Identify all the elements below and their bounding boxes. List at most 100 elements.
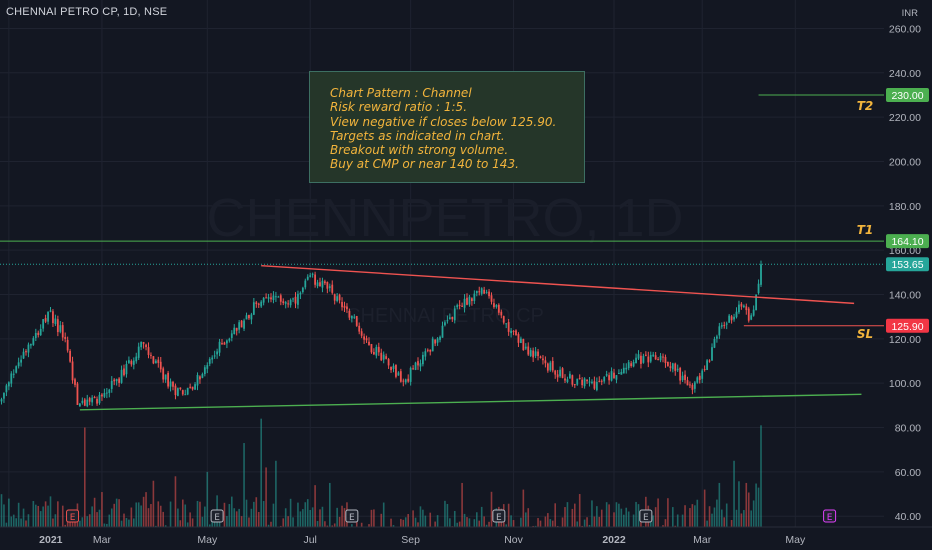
candle-body <box>693 382 696 389</box>
candle-body <box>591 381 593 384</box>
earnings-marker[interactable] <box>492 509 506 523</box>
time-axis[interactable]: 2021 Mar May Jul Sep Nov 2022 Mar May <box>0 526 932 550</box>
volume-bar <box>757 487 760 527</box>
volume-bar <box>311 507 314 527</box>
candlesticks <box>0 260 762 408</box>
analysis-note[interactable]: Chart Pattern : Channel Risk reward rati… <box>309 71 585 183</box>
candle-body <box>275 296 277 298</box>
volume-bar <box>713 507 716 527</box>
candle-body <box>341 301 343 308</box>
note-line: Chart Pattern : Channel <box>330 86 472 100</box>
volume-bar <box>260 418 262 527</box>
candle-body <box>461 305 463 307</box>
candle-body <box>20 359 22 363</box>
price-axis[interactable]: 40.0060.0080.00100.00120.00140.00160.001… <box>884 0 932 550</box>
candle-body <box>691 384 694 390</box>
earnings-marker[interactable] <box>823 509 837 523</box>
volume-bar <box>436 515 439 527</box>
volume-bar <box>32 501 35 527</box>
volume-bar <box>561 517 564 527</box>
price-label-box[interactable] <box>886 257 929 272</box>
candle-body <box>140 341 143 348</box>
volume-bar <box>64 524 66 527</box>
candle-body <box>600 380 603 382</box>
candle-body <box>446 320 449 322</box>
candle-body <box>83 399 86 406</box>
volume-bar <box>265 467 267 527</box>
volume-bar <box>373 509 375 527</box>
price-label-box[interactable] <box>886 234 929 249</box>
volume-bar <box>581 525 583 527</box>
candle-body <box>529 350 532 356</box>
candle-body <box>502 316 505 323</box>
trendline-resistance[interactable] <box>261 264 855 305</box>
candle-body <box>5 385 8 393</box>
candle-body <box>745 306 748 311</box>
volume-bar <box>47 505 49 527</box>
candle-body <box>485 292 488 294</box>
volume-bar <box>110 508 113 527</box>
volume-bar <box>390 518 392 527</box>
candle-body <box>272 295 275 300</box>
note-line: Targets as indicated in chart. <box>330 128 505 143</box>
trendlines[interactable] <box>79 264 862 411</box>
price-label-box[interactable] <box>886 87 929 102</box>
candle-body <box>674 363 677 371</box>
time-tick-label: Mar <box>93 534 112 546</box>
volume-bar <box>583 519 586 527</box>
candle-body <box>573 384 576 386</box>
volume-bar <box>456 522 458 527</box>
candle-body <box>522 338 525 351</box>
horizontal-levels[interactable]: T2 T1 SL <box>0 94 884 341</box>
candle-body <box>203 367 206 375</box>
candle-body <box>238 322 241 330</box>
candle-body <box>257 303 260 305</box>
candle-body <box>135 356 138 362</box>
candle-body <box>407 378 410 382</box>
candle-body <box>93 397 96 399</box>
volume-bar <box>20 518 22 527</box>
volume-bar <box>333 523 336 527</box>
candle-body <box>426 349 429 351</box>
price-tick-label: 40.00 <box>895 511 921 523</box>
volume-bar <box>284 508 287 527</box>
volume-bar <box>108 514 111 527</box>
volume-bar <box>380 513 383 527</box>
volume-bar <box>189 512 191 527</box>
candle-body <box>208 358 211 364</box>
candle-body <box>319 282 321 287</box>
volume-bar <box>243 443 245 527</box>
earnings-marker[interactable] <box>66 509 80 523</box>
earnings-marker[interactable] <box>345 509 359 523</box>
candle-body <box>659 355 662 361</box>
candle-body <box>30 344 32 346</box>
volume-bar <box>150 504 152 527</box>
earnings-marker[interactable] <box>210 509 224 523</box>
volume-bar <box>96 512 98 527</box>
price-tick-label: 200.00 <box>889 156 921 168</box>
volume-bar <box>480 506 483 527</box>
candle-body <box>534 351 537 356</box>
candle-body <box>468 296 471 305</box>
candle-body <box>61 325 64 338</box>
price-label-box[interactable] <box>886 318 929 333</box>
volume-bar <box>319 509 321 527</box>
price-label-value: 153.65 <box>891 259 923 271</box>
trendline-support[interactable] <box>79 393 862 411</box>
time-tick-label: Jul <box>303 534 316 546</box>
volume-bar <box>525 512 527 527</box>
earnings-marker[interactable] <box>639 509 653 523</box>
candle-body <box>422 354 424 365</box>
candle-body <box>417 361 419 366</box>
volume-bar <box>615 502 618 527</box>
candle-body <box>711 347 713 361</box>
time-tick-label: Nov <box>504 534 523 546</box>
candle-body <box>581 379 584 386</box>
candle-body <box>757 283 760 294</box>
volume-bar <box>429 512 432 527</box>
candle-body <box>152 356 155 364</box>
candle-body <box>25 351 27 353</box>
volume-bar <box>329 482 331 527</box>
volume-bar <box>233 508 236 527</box>
